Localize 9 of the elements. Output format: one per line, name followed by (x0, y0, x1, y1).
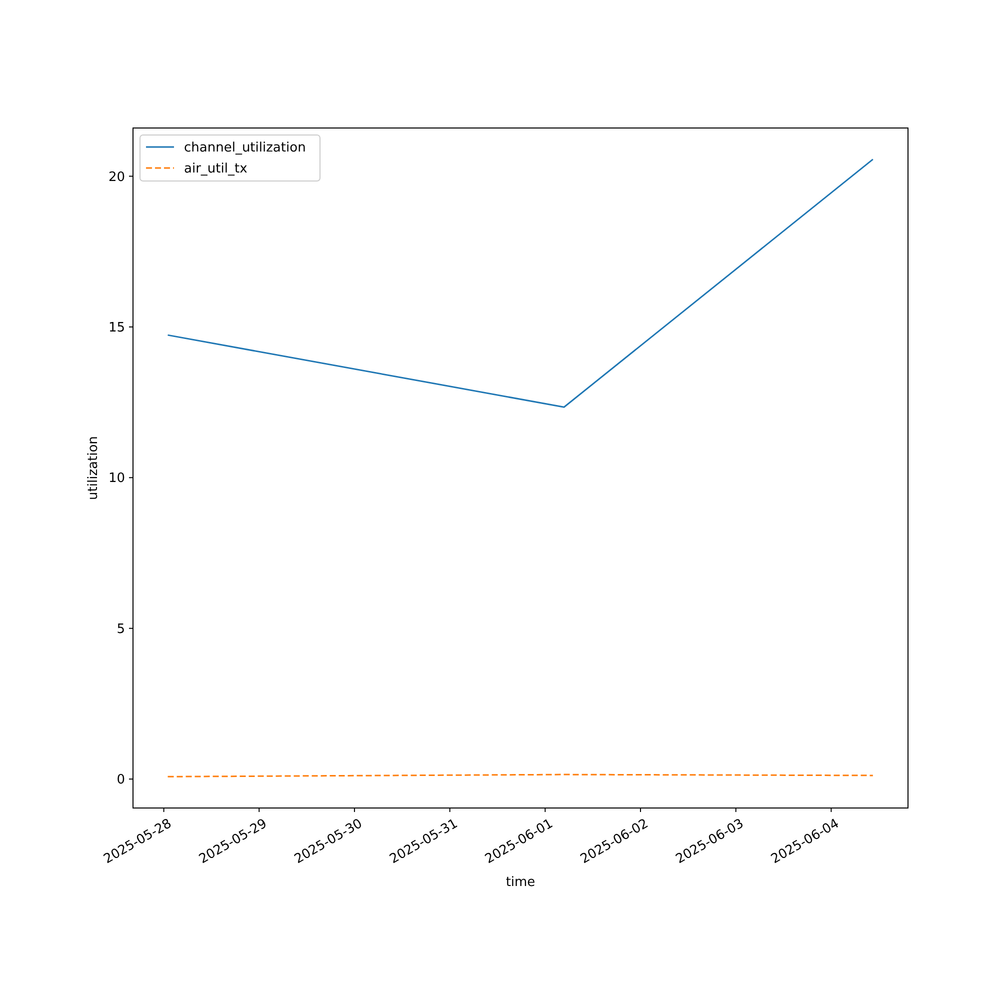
x-axis-title: time (506, 875, 536, 890)
y-axis-title: utilization (86, 436, 101, 500)
y-tick-label: 5 (116, 622, 125, 637)
legend-label: air_util_tx (184, 162, 248, 177)
legend-label: channel_utilization (184, 140, 306, 156)
y-tick-label: 10 (108, 471, 125, 486)
y-tick-label: 0 (116, 772, 125, 788)
y-tick-label: 20 (108, 170, 125, 185)
y-tick-label: 15 (108, 320, 125, 336)
